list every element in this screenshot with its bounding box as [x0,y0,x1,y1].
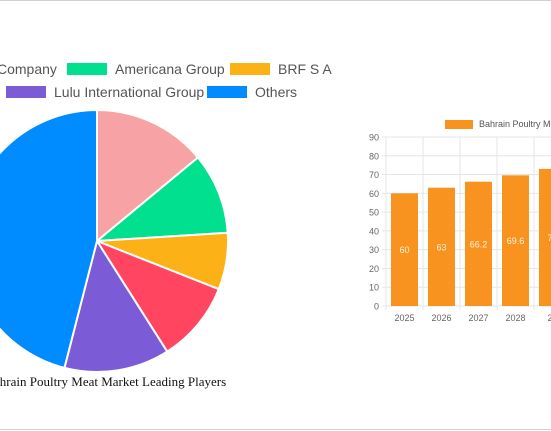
bar-2028[interactable] [502,175,529,306]
y-tick-label: 10 [369,283,379,293]
pie-slice-0[interactable] [96,108,200,244]
x-tick-label: 20 [547,313,551,323]
y-tick-label: 90 [369,133,379,143]
bar-legend-swatch [445,119,473,129]
y-tick-label: 50 [369,208,379,218]
bar-value-label: 66.2 [470,239,488,249]
legend-label: Others [255,84,298,100]
legend-swatch [6,86,46,98]
y-tick-label: 0 [374,302,379,312]
legend-label: Americana Group [115,61,225,77]
y-tick-label: 40 [369,226,379,236]
bar-legend-label: Bahrain Poultry Me [479,119,551,129]
pie-caption: ahrain Poultry Meat Market Leading Playe… [0,374,227,389]
legend-label: BRF S A [278,61,332,77]
y-tick-label: 70 [369,170,379,180]
bottom-border [0,429,551,430]
pie-slice-3[interactable] [94,238,221,353]
bar-value-label: 60 [399,245,409,255]
y-tick-label: 20 [369,264,379,274]
legend-item-lulu-international-group[interactable]: Lulu International Group [6,84,204,100]
legend-label: Lulu International Group [54,84,205,100]
bar-20[interactable] [539,168,551,306]
x-tick-label: 2027 [468,313,488,323]
legend-item-company[interactable]: Company [0,61,57,77]
legend-label: Company [0,61,57,77]
bar-legend[interactable]: Bahrain Poultry Me [445,117,551,131]
legend-swatch [230,63,270,75]
legend-swatch [67,63,107,75]
bar-2025[interactable] [391,193,418,306]
pie-slice-5[interactable] [0,108,98,370]
pie-slice-1[interactable] [93,156,229,243]
pie-slice-4[interactable] [63,238,169,373]
y-tick-label: 80 [369,151,379,161]
legend-item-brf-s-a[interactable]: BRF S A [230,61,332,77]
legend-item-others[interactable]: Others [207,84,297,100]
top-border [0,0,551,1]
x-tick-label: 2025 [394,313,414,323]
bar-value-label: 69.6 [507,236,525,246]
y-tick-label: 30 [369,245,379,255]
bar-value-label: 63 [436,242,446,252]
y-tick-label: 60 [369,189,379,199]
x-tick-label: 2028 [505,313,525,323]
x-tick-label: 2026 [431,313,451,323]
bar-value-label: 73 [547,233,551,243]
pie-legend: Company Americana Group BRF S A Lulu Int… [0,0,551,110]
bar-2026[interactable] [428,187,455,306]
bar-2027[interactable] [465,181,492,306]
legend-swatch [207,86,247,98]
legend-item-americana-group[interactable]: Americana Group [67,61,225,77]
